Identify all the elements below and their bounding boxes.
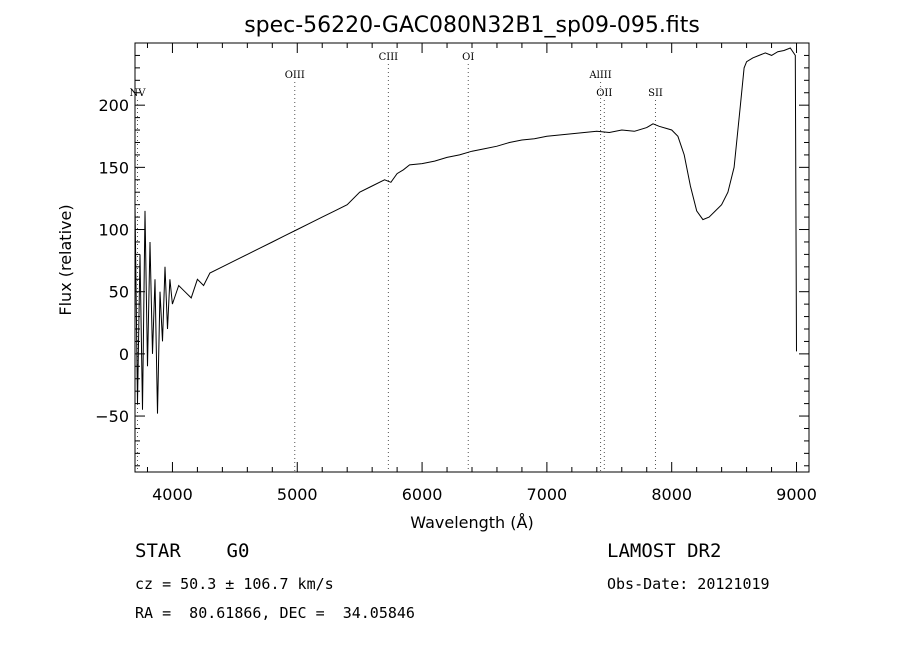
redshift-velocity: cz = 50.3 ± 106.7 km/s <box>135 575 334 593</box>
object-class: STAR G0 <box>135 540 250 562</box>
line-marker-label: AlIII <box>588 70 611 81</box>
x-tick-label: 8000 <box>651 485 692 504</box>
y-tick-label: 50 <box>109 283 129 302</box>
plot-frame <box>134 42 810 473</box>
chart-title: spec-56220-GAC080N32B1_sp09-095.fits <box>244 13 700 38</box>
spectrum-line <box>134 47 797 414</box>
x-axis-label: Wavelength (Å) <box>410 513 533 532</box>
line-marker-label: OII <box>596 88 612 99</box>
x-tick-label: 6000 <box>402 485 443 504</box>
y-tick-label: −50 <box>95 407 129 426</box>
survey-name: LAMOST DR2 <box>607 540 722 562</box>
x-tick-label: 9000 <box>776 485 817 504</box>
y-tick-label: 100 <box>98 221 129 240</box>
y-axis-label: Flux (relative) <box>56 204 75 315</box>
x-tick-label: 4000 <box>152 485 193 504</box>
line-marker-label: NV <box>130 88 147 99</box>
observation-date: Obs-Date: 20121019 <box>607 575 770 593</box>
x-tick-label: 7000 <box>527 485 568 504</box>
plot-area: 4000 5000 6000 7000 8000 9000 −50 0 50 100 150 200N… <box>95 42 817 504</box>
line-marker-label: SII <box>648 88 663 99</box>
x-tick-label: 5000 <box>277 485 318 504</box>
y-tick-label: 0 <box>119 345 129 364</box>
line-marker-label: OIII <box>285 70 305 81</box>
sky-coordinates: RA = 80.61866, DEC = 34.05846 <box>135 604 415 622</box>
line-marker-label: OI <box>462 52 474 63</box>
line-marker-label: CIII <box>379 52 399 63</box>
y-tick-label: 200 <box>98 96 129 115</box>
y-tick-label: 150 <box>98 158 129 177</box>
